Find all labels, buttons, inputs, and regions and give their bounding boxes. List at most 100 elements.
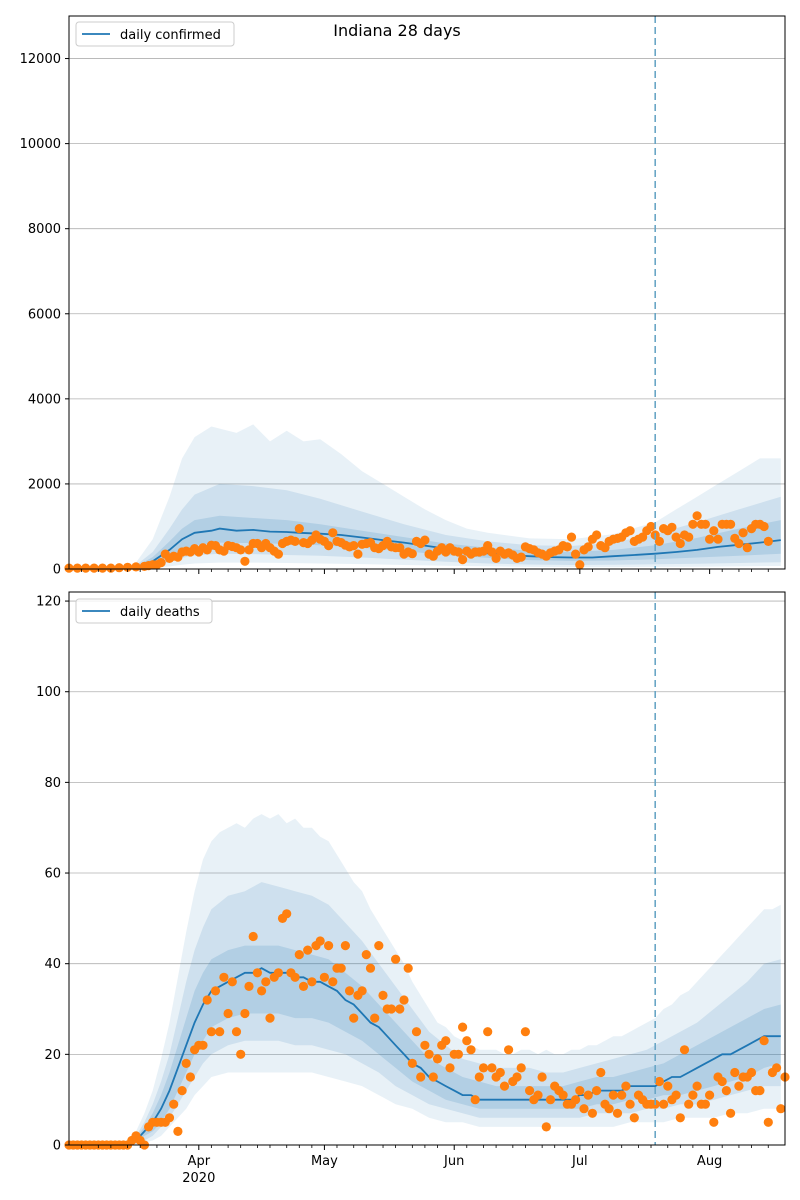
deaths-observed-point <box>416 1072 426 1082</box>
deaths-panel: 0 20 40 60 80 100 120 Apr 2020 May Jun Jul Aug dail… <box>36 591 790 1186</box>
deaths-observed-point <box>763 1117 773 1127</box>
deaths-observed-point <box>705 1090 715 1100</box>
deaths-observed-point <box>504 1045 514 1055</box>
deaths-observed-point <box>495 1067 505 1078</box>
deaths-ytick-label: 20 <box>44 1048 61 1063</box>
confirmed-axes-frame-rect <box>68 15 786 570</box>
deaths-observed-point <box>730 1067 740 1078</box>
deaths-observed-point <box>466 1045 476 1055</box>
confirmed-panel: 0 2000 4000 6000 8000 10000 12000 Indiana 28 d… <box>20 15 786 578</box>
deaths-observed-point <box>181 1058 191 1068</box>
xtick-year-label: 2020 <box>182 1171 215 1186</box>
deaths-observed-point <box>432 1054 443 1064</box>
confirmed-observed-point <box>667 522 677 532</box>
confirmed-observed-point <box>156 558 166 568</box>
deaths-observed-point <box>395 1004 405 1014</box>
legend-box <box>75 21 235 47</box>
legend-box <box>75 598 213 624</box>
deaths-observed-point <box>629 1113 639 1123</box>
deaths-observed-point <box>659 1099 669 1109</box>
deaths-observed-point <box>520 1027 531 1037</box>
deaths-observed-point <box>525 1086 535 1096</box>
confirmed-observed-point <box>114 563 124 573</box>
confirmed-observed-point <box>742 543 752 553</box>
deaths-axes-frame <box>68 591 786 1146</box>
confirmed-ytick-label: 6000 <box>28 307 61 322</box>
deaths-observed-point <box>688 1090 698 1100</box>
confirmed-median-line <box>69 527 781 570</box>
deaths-observed-point <box>227 977 237 987</box>
confirmed-observed-point <box>81 563 91 573</box>
confirmed-observed-point <box>759 521 769 532</box>
deaths-observed-point <box>257 986 267 996</box>
deaths-observed-point <box>604 1104 614 1114</box>
deaths-observed-point <box>185 1072 195 1082</box>
deaths-band-outer <box>69 814 781 1145</box>
deaths-observed-point <box>248 931 258 942</box>
deaths-ytick-label: 80 <box>44 776 61 791</box>
deaths-observed-point <box>772 1063 782 1073</box>
confirmed-observed-point <box>646 521 656 532</box>
deaths-observed-point <box>575 1086 585 1096</box>
confirmed-observed-point <box>700 519 711 529</box>
deaths-observed-point <box>458 1022 468 1032</box>
confirmed-observed-point <box>97 563 108 573</box>
deaths-observed-point <box>625 1099 635 1109</box>
deaths-observed-point <box>474 1072 484 1082</box>
confirmed-grid <box>69 58 785 485</box>
deaths-observed-point <box>612 1108 623 1118</box>
deaths-observed-point <box>282 909 292 919</box>
confirmed-observed-point <box>692 511 702 521</box>
confirmed-observed-point <box>654 536 665 547</box>
deaths-observed-point <box>545 1095 556 1105</box>
deaths-legend: daily deaths <box>75 598 213 624</box>
deaths-observed-point <box>336 963 346 973</box>
deaths-observed-point <box>512 1072 522 1082</box>
deaths-observed-point <box>755 1086 765 1096</box>
confirmed-observed-point <box>516 552 526 562</box>
confirmed-median <box>69 527 781 570</box>
confirmed-observed-point <box>562 542 572 552</box>
confirmed-axes-frame <box>68 15 786 570</box>
deaths-observed-point <box>571 1095 581 1105</box>
deaths-ytick-label: 0 <box>53 1139 61 1154</box>
deaths-observed-point <box>265 1013 275 1023</box>
deaths-x-ticks: Apr 2020 May Jun Jul Aug <box>81 1145 769 1186</box>
confirmed-observed-point <box>625 526 635 536</box>
confirmed-observed-point <box>583 542 593 552</box>
deaths-bands <box>69 814 781 1145</box>
deaths-observed-point <box>294 950 304 960</box>
deaths-observed-point <box>499 1081 510 1091</box>
deaths-observed-point <box>470 1095 480 1105</box>
deaths-observed-point <box>579 1104 589 1114</box>
deaths-observed-point <box>357 986 367 996</box>
legend-label: daily confirmed <box>120 28 221 43</box>
deaths-ytick-label: 60 <box>44 867 61 882</box>
deaths-band-inner <box>69 945 781 1145</box>
deaths-observed-point <box>684 1099 694 1109</box>
confirmed-observed-point <box>705 534 715 544</box>
deaths-observed-point <box>361 950 371 960</box>
deaths-observed-point <box>679 1045 690 1055</box>
deaths-observed-point <box>349 1013 359 1023</box>
deaths-band-middle <box>69 882 781 1145</box>
confirmed-observed-point <box>726 519 736 529</box>
confirmed-observed-point <box>240 556 250 566</box>
deaths-observed-point <box>236 1049 246 1059</box>
deaths-observed-point <box>391 954 401 964</box>
confirmed-observed-point <box>290 536 300 547</box>
deaths-observed-point <box>344 986 355 996</box>
confirmed-observed-point <box>72 563 82 573</box>
deaths-observed-point <box>173 1126 183 1136</box>
confirmed-observed-point <box>571 549 581 559</box>
deaths-observed-point <box>692 1081 702 1091</box>
confirmed-observed-point <box>294 524 304 534</box>
deaths-observed-point <box>244 981 254 992</box>
confirmed-observed-point <box>566 532 577 542</box>
deaths-observed-point <box>206 1027 216 1037</box>
deaths-observed-point <box>298 981 309 992</box>
confirmed-y-ticks: 0 2000 4000 6000 8000 10000 12000 <box>20 52 69 578</box>
deaths-observed-point <box>223 1008 233 1019</box>
deaths-observed-point <box>746 1067 757 1078</box>
deaths-ytick-label: 100 <box>36 685 61 700</box>
